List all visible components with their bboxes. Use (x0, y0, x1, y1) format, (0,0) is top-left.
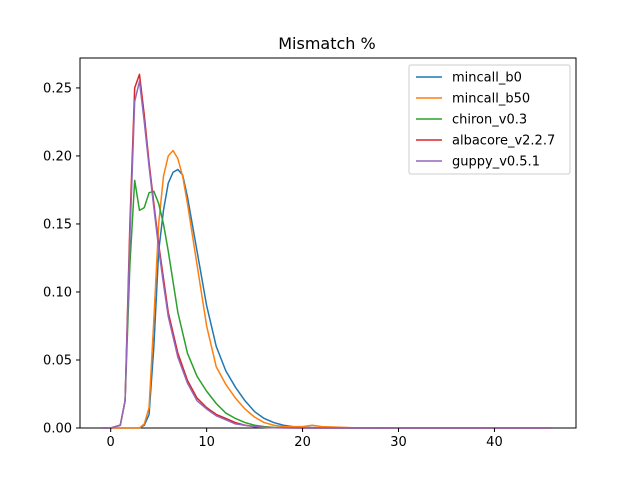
y-tick-label: 0.10 (43, 285, 72, 300)
legend-label-1: mincall_b50 (452, 92, 530, 107)
legend-label-3: albacore_v2.2.7 (452, 134, 555, 149)
y-tick-label: 0.20 (43, 149, 72, 164)
x-tick-label: 40 (486, 435, 503, 450)
series-line-2 (101, 179, 553, 429)
series-line-4 (101, 80, 553, 429)
x-tick-label: 10 (198, 435, 215, 450)
y-tick-label: 0.25 (43, 81, 72, 96)
legend-label-2: chiron_v0.3 (452, 113, 527, 128)
y-tick-label: 0.00 (43, 422, 72, 437)
axes-layer: 0 10 20 30 40 0.00 0.05 0.10 0.15 0.20 0.25 (43, 81, 503, 450)
legend-label-0: mincall_b0 (452, 71, 522, 86)
series-line-1 (101, 149, 553, 429)
legend: mincall_b0 mincall_b50 chiron_v0.3 albacore… (408, 64, 571, 175)
x-tick-label: 30 (390, 435, 407, 450)
y-tick-label: 0.05 (43, 353, 72, 368)
legend-label-4: guppy_v0.5.1 (452, 155, 540, 170)
series-line-0 (101, 168, 553, 429)
x-tick-label: 0 (107, 435, 115, 450)
legend-box (408, 64, 571, 175)
x-tick-label: 20 (294, 435, 311, 450)
y-tick-label: 0.15 (43, 217, 72, 232)
chart-title: Mismatch % (278, 34, 375, 53)
series-layer (101, 73, 553, 429)
